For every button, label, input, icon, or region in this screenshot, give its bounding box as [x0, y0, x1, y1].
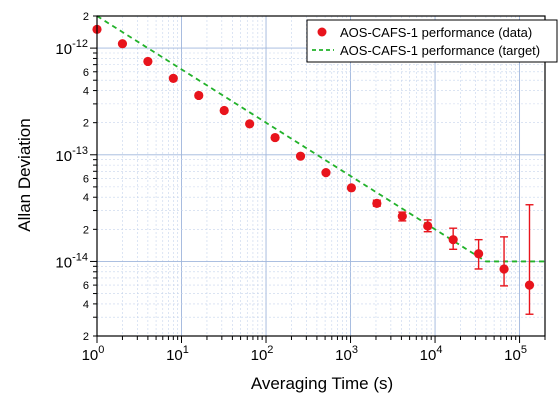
y-minor-tick-label: 6: [83, 280, 89, 292]
y-minor-tick-label: 4: [83, 192, 89, 204]
tick-labels: 100 101 102 103 104 105 10-12 10-13 10-14 2 6 4 2 6 4 2…: [55, 11, 527, 364]
data-point: [524, 280, 535, 290]
y-minor-tick-label: 2: [83, 118, 89, 130]
x-tick-label: 104: [420, 344, 443, 364]
y-minor-tick-label: 4: [83, 86, 89, 98]
x-tick-label: 101: [166, 344, 189, 364]
y-minor-tick-label: 2: [83, 331, 89, 343]
data-point: [194, 90, 204, 101]
legend-marker-data: [317, 27, 327, 37]
data-point: [245, 119, 255, 129]
y-minor-tick-label: 6: [83, 173, 89, 185]
data-point: [321, 168, 331, 178]
y-minor-tick-label: 6: [83, 67, 89, 79]
data-point: [295, 151, 306, 161]
data-point: [143, 56, 153, 67]
data-point: [168, 73, 178, 84]
data-point: [270, 132, 280, 143]
data-point: [346, 183, 357, 193]
data-point: [474, 249, 484, 259]
y-tick-label: 10-14: [55, 251, 88, 271]
y-minor-tick-label: 4: [83, 299, 89, 311]
x-axis-title: Averaging Time (s): [251, 374, 393, 393]
y-minor-tick-label: 2: [83, 224, 89, 236]
data-series: [92, 15, 545, 315]
legend: AOS-CAFS-1 performance (data) AOS-CAFS-1…: [306, 19, 558, 63]
y-tick-label: 10-12: [55, 38, 88, 58]
y-minor-tick-label: 2: [83, 11, 89, 23]
data-point: [397, 211, 407, 221]
data-point: [448, 235, 458, 245]
x-tick-label: 100: [82, 344, 105, 364]
plot-frame: [96, 15, 546, 337]
legend-label-target: AOS-CAFS-1 performance (target): [340, 43, 540, 58]
data-point: [117, 39, 128, 49]
data-point: [219, 105, 229, 116]
target-line: [96, 15, 545, 263]
legend-box: [306, 19, 558, 63]
legend-label-data: AOS-CAFS-1 performance (data): [340, 25, 532, 40]
grid-lines: [96, 15, 546, 337]
x-tick-label: 102: [251, 344, 274, 364]
data-point: [499, 264, 509, 274]
y-axis-title: Allan Deviation: [15, 118, 34, 231]
x-tick-label: 103: [335, 344, 358, 364]
x-tick-label: 105: [504, 344, 527, 364]
data-point: [372, 198, 382, 209]
y-tick-label: 10-13: [55, 145, 88, 165]
axis-ticks: [90, 15, 546, 343]
data-point: [423, 221, 433, 231]
